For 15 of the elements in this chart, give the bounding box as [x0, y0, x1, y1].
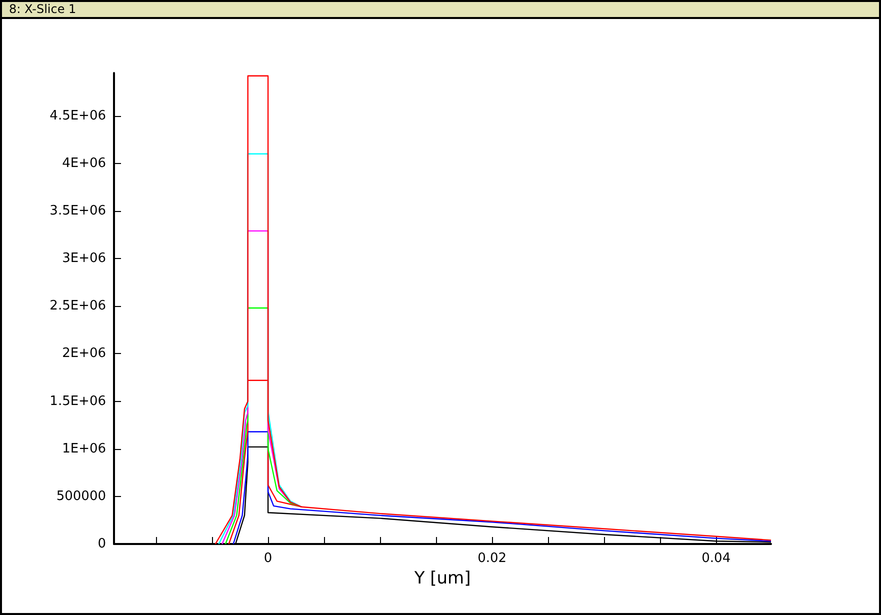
y-tick-label: 3E+06 — [62, 251, 106, 266]
y-tick-label: 1.5E+06 — [50, 394, 106, 409]
y-tick-label: 0 — [98, 536, 106, 552]
y-tick-label: 500000 — [56, 488, 106, 504]
y-tick-label: 2E+06 — [62, 346, 106, 362]
y-tick-label: 1E+06 — [62, 441, 106, 456]
chart-title: 8: X-Slice 1 — [2, 2, 879, 19]
y-tick-label: 4.5E+06 — [50, 108, 106, 124]
x-tick-label: 0.02 — [478, 551, 507, 566]
y-tick-label: 4E+06 — [62, 156, 106, 171]
x-axis-title: Y [um] — [413, 568, 471, 588]
x-tick-label: 0.04 — [702, 551, 731, 566]
y-tick-label: 3.5E+06 — [50, 203, 106, 218]
y-tick-label: 2.5E+06 — [50, 298, 106, 314]
x-tick-label: 0 — [264, 551, 272, 566]
